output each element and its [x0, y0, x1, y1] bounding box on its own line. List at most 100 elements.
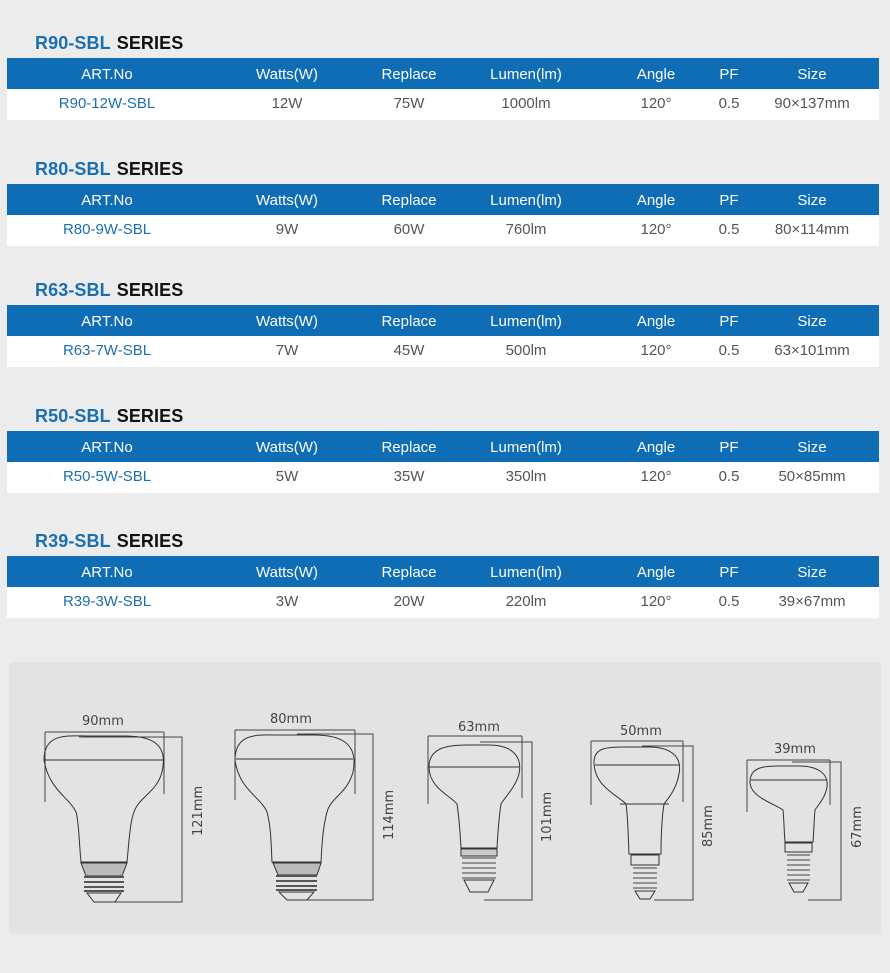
table-row: R90-12W-SBL 12W 75W 1000lm 120° 0.5 90×1… — [7, 89, 879, 120]
table-row: R80-9W-SBL 9W 60W 760lm 120° 0.5 80×114m… — [7, 215, 879, 246]
table-row: R39-3W-SBL 3W 20W 220lm 120° 0.5 39×67mm — [7, 587, 879, 618]
col-pf: PF — [719, 439, 739, 456]
bulb-r80-drawing-icon: 80mm 114mm — [234, 712, 397, 901]
cell-art-no: R63-7W-SBL — [62, 342, 152, 359]
col-angle: Angle — [636, 313, 676, 330]
series-title: R80-SBL SERIES — [35, 159, 184, 179]
spec-table: ART.No Watts(W) Replace Lumen(lm) Angle … — [7, 58, 879, 120]
cell-pf: 0.5 — [718, 468, 740, 485]
cell-replace: 45W — [393, 342, 425, 359]
cell-lumen: 1000lm — [501, 95, 551, 112]
cell-lumen: 500lm — [505, 342, 547, 359]
cell-art-no: R39-3W-SBL — [62, 593, 152, 610]
spec-table: ART.No Watts(W) Replace Lumen(lm) Angle … — [7, 184, 879, 246]
col-size: Size — [797, 313, 827, 330]
cell-replace: 20W — [393, 593, 425, 610]
col-watts: Watts(W) — [256, 192, 318, 209]
table-header: ART.No Watts(W) Replace Lumen(lm) Angle … — [7, 305, 879, 336]
col-lumen: Lumen(lm) — [490, 313, 562, 330]
col-replace: Replace — [381, 564, 437, 581]
cell-pf: 0.5 — [718, 95, 740, 112]
col-lumen: Lumen(lm) — [490, 564, 562, 581]
col-watts: Watts(W) — [256, 66, 318, 83]
svg-text:67mm: 67mm — [850, 806, 865, 848]
col-art-no: ART.No — [81, 439, 133, 456]
col-art-no: ART.No — [81, 66, 133, 83]
col-size: Size — [797, 439, 827, 456]
col-watts: Watts(W) — [256, 313, 318, 330]
table-header: ART.No Watts(W) Replace Lumen(lm) Angle … — [7, 556, 879, 587]
series-title: R90-SBL SERIES — [35, 33, 184, 53]
col-replace: Replace — [381, 439, 437, 456]
table-header: ART.No Watts(W) Replace Lumen(lm) Angle … — [7, 58, 879, 89]
svg-text:63mm: 63mm — [458, 720, 500, 735]
cell-size: 90×137mm — [774, 95, 850, 112]
cell-watts: 3W — [275, 593, 299, 610]
cell-angle: 120° — [640, 95, 672, 112]
col-pf: PF — [719, 192, 739, 209]
col-angle: Angle — [636, 192, 676, 209]
col-angle: Angle — [636, 439, 676, 456]
spec-table: ART.No Watts(W) Replace Lumen(lm) Angle … — [7, 431, 879, 493]
cell-lumen: 220lm — [505, 593, 547, 610]
cell-size: 63×101mm — [774, 342, 850, 359]
svg-text:85mm: 85mm — [701, 805, 716, 847]
cell-art-no: R50-5W-SBL — [62, 468, 152, 485]
cell-angle: 120° — [640, 468, 672, 485]
cell-angle: 120° — [640, 221, 672, 238]
col-lumen: Lumen(lm) — [490, 66, 562, 83]
cell-watts: 5W — [275, 468, 299, 485]
col-replace: Replace — [381, 313, 437, 330]
dimension-drawings-panel: 90mm 121mm 80mm 114mm 63mm 101mm — [9, 662, 881, 934]
col-art-no: ART.No — [81, 564, 133, 581]
cell-size: 50×85mm — [778, 468, 846, 485]
bulb-r90-drawing-icon: 90mm 121mm — [43, 714, 206, 903]
col-lumen: Lumen(lm) — [490, 439, 562, 456]
cell-watts: 7W — [275, 342, 299, 359]
cell-watts: 9W — [275, 221, 299, 238]
cell-art-no: R90-12W-SBL — [58, 95, 156, 112]
svg-text:101mm: 101mm — [540, 792, 555, 842]
svg-text:50mm: 50mm — [620, 724, 662, 739]
col-size: Size — [797, 66, 827, 83]
svg-text:90mm: 90mm — [82, 714, 124, 729]
bulb-r39-drawing-icon: 39mm 67mm — [746, 742, 865, 901]
col-size: Size — [797, 564, 827, 581]
col-watts: Watts(W) — [256, 564, 318, 581]
svg-text:121mm: 121mm — [191, 786, 206, 836]
spec-table: ART.No Watts(W) Replace Lumen(lm) Angle … — [7, 305, 879, 367]
col-art-no: ART.No — [81, 192, 133, 209]
table-header: ART.No Watts(W) Replace Lumen(lm) Angle … — [7, 431, 879, 462]
cell-pf: 0.5 — [718, 342, 740, 359]
cell-replace: 35W — [393, 468, 425, 485]
cell-angle: 120° — [640, 342, 672, 359]
col-angle: Angle — [636, 564, 676, 581]
cell-replace: 75W — [393, 95, 425, 112]
col-angle: Angle — [636, 66, 676, 83]
cell-replace: 60W — [393, 221, 425, 238]
col-pf: PF — [719, 564, 739, 581]
svg-text:39mm: 39mm — [774, 742, 816, 757]
cell-lumen: 760lm — [505, 221, 547, 238]
svg-text:114mm: 114mm — [382, 790, 397, 840]
cell-size: 39×67mm — [778, 593, 846, 610]
table-row: R50-5W-SBL 5W 35W 350lm 120° 0.5 50×85mm — [7, 462, 879, 493]
bulb-r50-drawing-icon: 50mm 85mm — [590, 724, 716, 901]
cell-lumen: 350lm — [505, 468, 547, 485]
col-replace: Replace — [381, 66, 437, 83]
spec-table: ART.No Watts(W) Replace Lumen(lm) Angle … — [7, 556, 879, 618]
svg-text:80mm: 80mm — [270, 712, 312, 727]
col-replace: Replace — [381, 192, 437, 209]
col-pf: PF — [719, 66, 739, 83]
table-header: ART.No Watts(W) Replace Lumen(lm) Angle … — [7, 184, 879, 215]
cell-size: 80×114mm — [774, 221, 850, 238]
cell-art-no: R80-9W-SBL — [62, 221, 152, 238]
series-title: R39-SBL SERIES — [35, 531, 184, 551]
table-row: R63-7W-SBL 7W 45W 500lm 120° 0.5 63×101m… — [7, 336, 879, 367]
col-size: Size — [797, 192, 827, 209]
cell-pf: 0.5 — [718, 221, 740, 238]
cell-pf: 0.5 — [718, 593, 740, 610]
series-title: R63-SBL SERIES — [35, 280, 184, 300]
bulb-r63-drawing-icon: 63mm 101mm — [427, 720, 555, 901]
cell-watts: 12W — [271, 95, 303, 112]
